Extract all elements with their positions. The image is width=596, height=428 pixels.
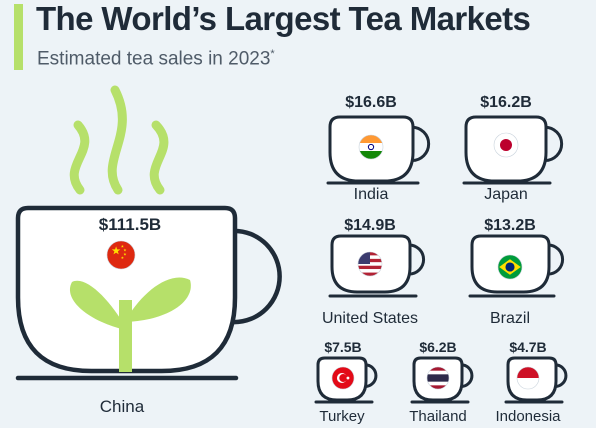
cup-china: $111.5B China (15, 205, 282, 416)
country-label: Turkey (319, 408, 365, 425)
country-label: United States (322, 310, 418, 327)
brazil-flag-icon (497, 254, 523, 280)
tea-leaf-icon (69, 277, 191, 372)
country-label: Brazil (490, 310, 530, 327)
steam-icon (69, 85, 169, 195)
cup-handle (544, 125, 564, 163)
value-label: $111.5B (99, 215, 161, 234)
thailand-flag-icon (426, 366, 450, 390)
cup-body (15, 205, 238, 374)
value-label: $6.2B (419, 339, 456, 355)
usa-flag-icon (357, 251, 383, 277)
subtitle-footnote-mark: * (270, 48, 275, 60)
accent-bar (14, 4, 23, 70)
indonesia-flag-icon (516, 366, 540, 390)
turkey-flag-icon (331, 366, 355, 390)
cup-turkey: $7.5B Turkey (314, 339, 378, 425)
country-label: Thailand (409, 408, 467, 425)
china-flag-icon (106, 240, 136, 270)
india-flag-icon (358, 134, 384, 160)
chart-title: The World’s Largest Tea Markets (36, 0, 531, 37)
value-label: $4.7B (509, 339, 546, 355)
country-label: Japan (484, 186, 528, 203)
cup-handle (408, 243, 425, 276)
country-label: Indonesia (495, 408, 561, 425)
value-label: $7.5B (324, 339, 361, 355)
cup-handle (547, 243, 564, 276)
japan-flag-icon (493, 132, 519, 158)
value-label: $13.2B (484, 217, 536, 234)
subtitle-text: Estimated tea sales in 2023 (37, 48, 271, 70)
value-label: $16.2B (480, 94, 532, 111)
country-label: China (100, 397, 145, 416)
value-label: $16.6B (345, 94, 397, 111)
cup-handle (554, 363, 568, 389)
cup-handle (411, 125, 431, 163)
value-label: $14.9B (344, 217, 396, 234)
country-label: India (354, 186, 389, 203)
cup-handle (460, 363, 474, 389)
chart-subtitle: Estimated tea sales in 2023* (37, 48, 275, 70)
cup-handle (233, 228, 282, 325)
cup-handle (364, 363, 378, 389)
